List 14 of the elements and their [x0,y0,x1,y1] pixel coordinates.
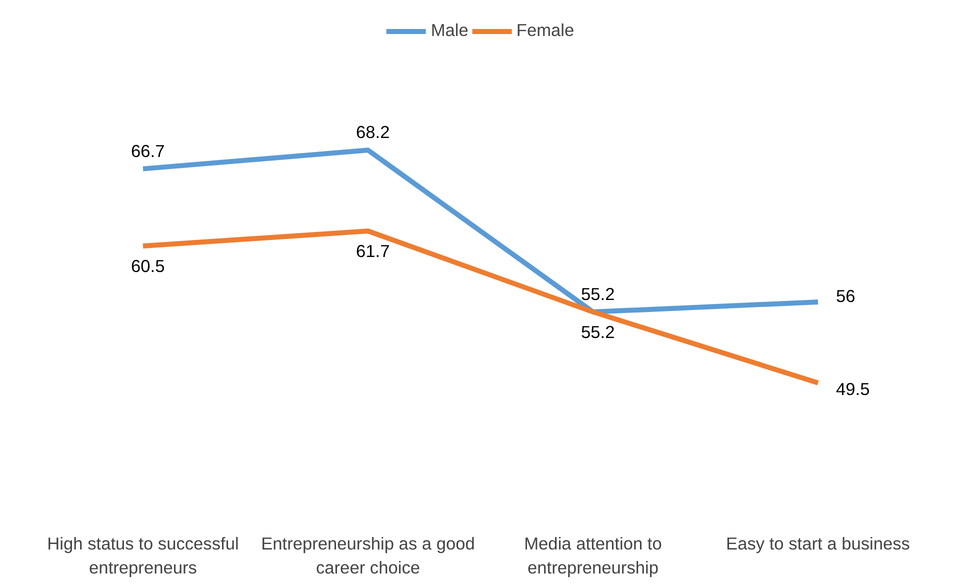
data-label: 61.7 [356,241,390,262]
data-label: 55.2 [581,322,615,342]
data-label: 56 [836,286,856,306]
data-label: 55.2 [581,284,615,304]
x-tick-label: Entrepreneurship as a good career choice [261,534,475,578]
x-tick-label: High status to successful entrepreneurs [47,534,239,578]
data-label: 49.5 [836,378,870,399]
x-tick-label: Media attention to entrepreneurship [524,534,662,578]
data-label: 68.2 [356,122,390,142]
x-tick-label: Easy to start a business [726,534,910,554]
data-label: 60.5 [131,256,165,276]
legend-label: Male [430,20,468,41]
legend-label: Female [516,20,574,41]
data-label: 66.7 [131,140,165,161]
